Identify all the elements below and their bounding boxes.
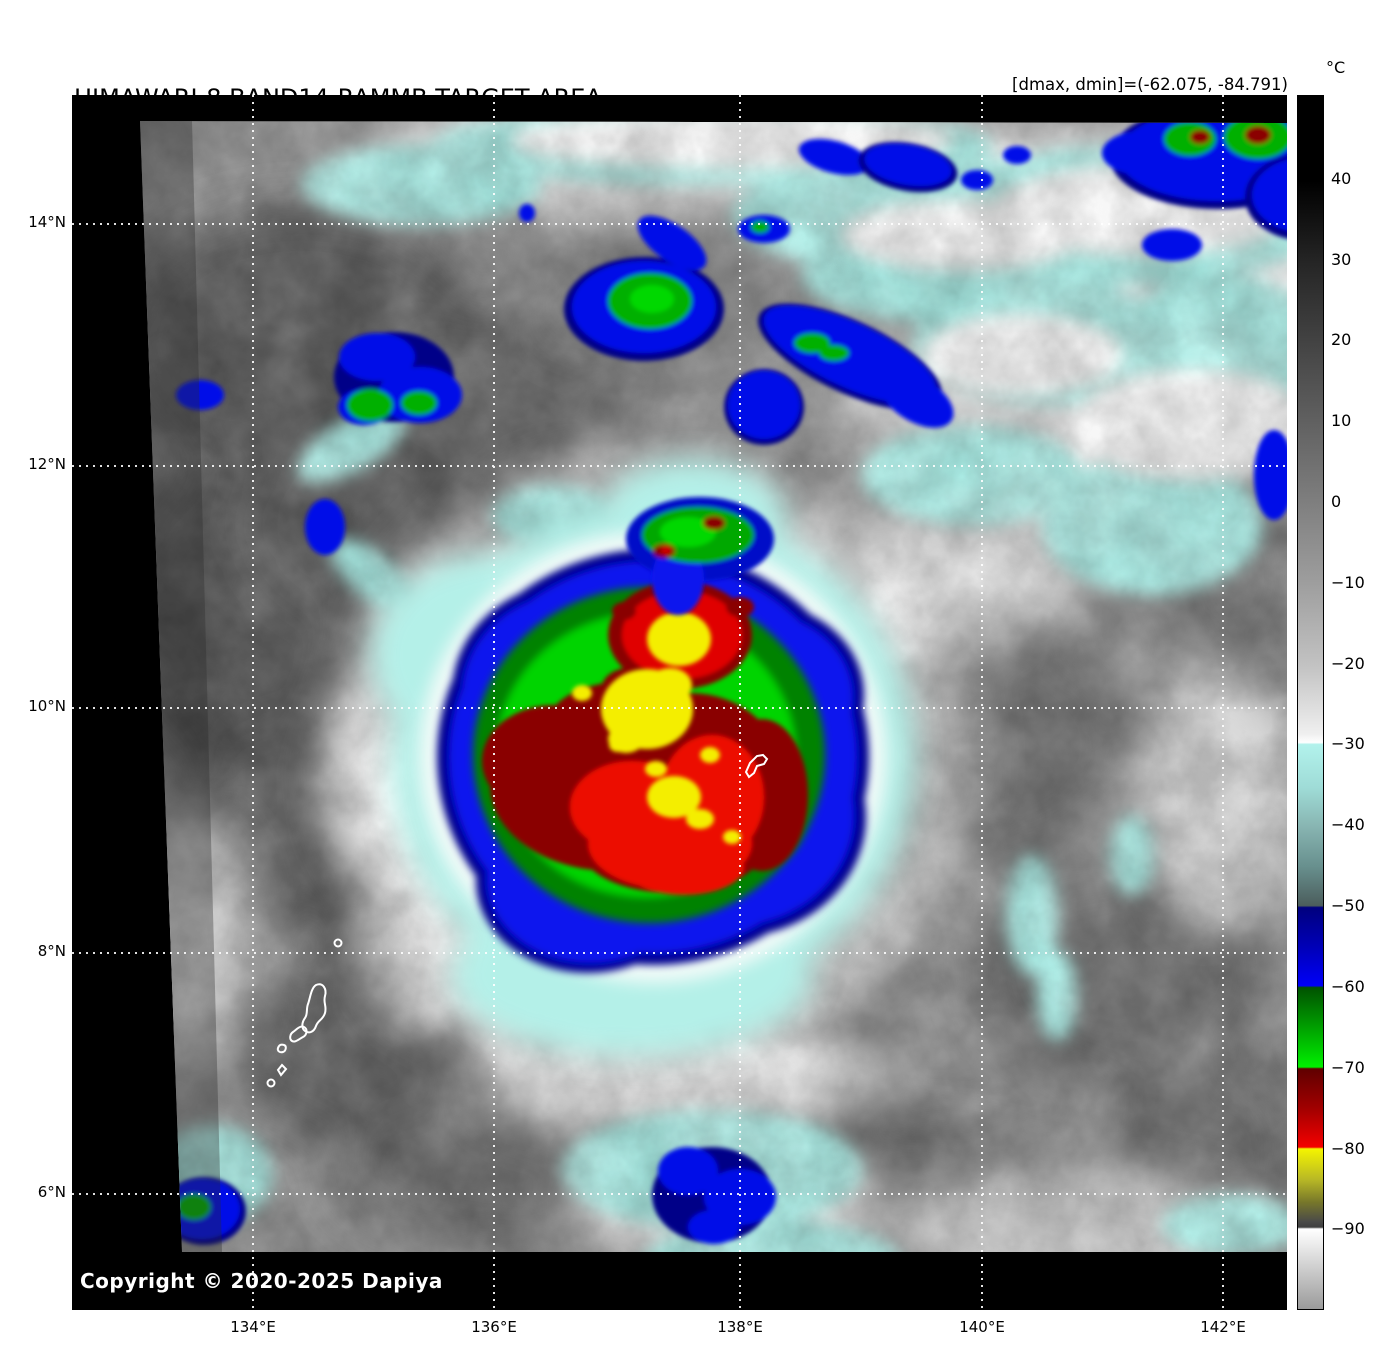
lat-label-8n: 8°N	[37, 942, 66, 960]
storm-north-cluster	[626, 497, 774, 615]
data-edge-shade	[140, 121, 222, 1252]
copyright-notice: Copyright © 2020-2025 Dapiya	[80, 1269, 443, 1293]
colorbar	[1297, 95, 1324, 1310]
lon-label-138e: 138°E	[717, 1318, 763, 1336]
convection-cells	[162, 121, 1287, 1245]
lat-label-12n: 12°N	[28, 455, 66, 473]
colorbar-tick-m20: −20	[1331, 654, 1365, 673]
satellite-data-region	[140, 121, 1287, 1252]
colorbar-tick-0: 0	[1331, 492, 1342, 511]
dmax-dmin-readout: [dmax, dmin]=(-62.075, -84.791)	[1012, 75, 1288, 94]
colorbar-tick-m40: −40	[1331, 815, 1365, 834]
satellite-map: Copyright © 2020-2025 Dapiya	[72, 95, 1287, 1310]
lat-label-6n: 6°N	[37, 1183, 66, 1201]
lat-label-14n: 14°N	[28, 213, 66, 231]
lon-label-140e: 140°E	[959, 1318, 1005, 1336]
colorbar-tick-m70: −70	[1331, 1058, 1365, 1077]
satellite-scene	[72, 95, 1287, 1310]
colorbar-tick-m60: −60	[1331, 977, 1365, 996]
colorbar-unit-label: °C	[1326, 58, 1346, 77]
lon-label-142e: 142°E	[1200, 1318, 1246, 1336]
colorbar-tick-10: 10	[1331, 411, 1352, 430]
storm-island-outline	[744, 753, 769, 779]
colorbar-tick-30: 30	[1331, 250, 1352, 269]
colorbar-tick-40: 40	[1331, 169, 1352, 188]
lon-label-134e: 134°E	[230, 1318, 276, 1336]
lat-label-10n: 10°N	[28, 697, 66, 715]
colorbar-tick-m90: −90	[1331, 1219, 1365, 1238]
storm-yellow-tops	[572, 612, 741, 844]
colorbar-tick-m80: −80	[1331, 1139, 1365, 1158]
coastline-palau	[266, 938, 343, 1088]
colorbar-tick-m10: −10	[1331, 573, 1365, 592]
colorbar-tick-m50: −50	[1331, 896, 1365, 915]
colorbar-tick-m30: −30	[1331, 734, 1365, 753]
lon-label-136e: 136°E	[471, 1318, 517, 1336]
colorbar-tick-20: 20	[1331, 330, 1352, 349]
storm-system	[372, 460, 915, 1055]
